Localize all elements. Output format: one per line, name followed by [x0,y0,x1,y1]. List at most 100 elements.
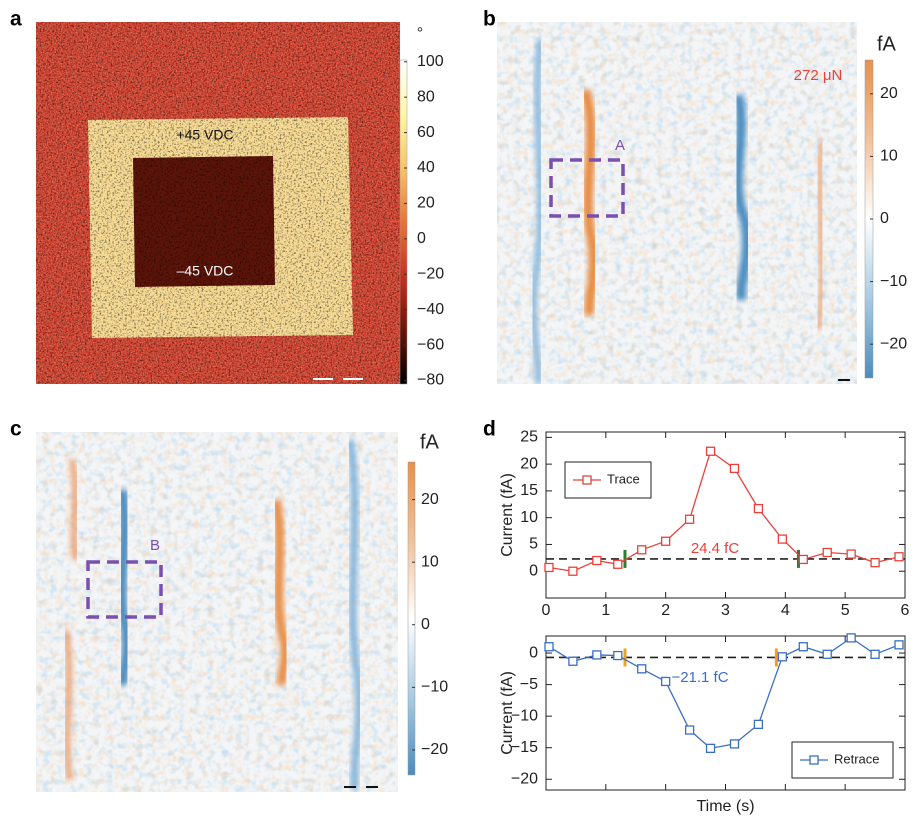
plot-frame [545,431,906,599]
annotation: 272 μN [794,67,843,84]
legend-label: Retrace [834,751,880,766]
data-point [637,664,647,674]
data-point [613,559,623,569]
colorbar-unit: fA [877,33,897,55]
colorbar-tick-label: 20 [421,491,439,508]
y-tick-label: 0 [529,562,538,579]
data-point [777,652,787,662]
y-tick-label: −20 [511,770,538,787]
data-point [894,640,904,650]
data-point [822,649,832,659]
region-label: A [615,137,625,154]
x-tick-label: 4 [781,602,790,619]
data-point [705,446,716,456]
y-tick-label: −15 [511,739,538,756]
colorbar-tick-label: 0 [880,210,889,227]
data-point [777,534,787,544]
legend-marker [582,475,592,485]
x-axis-title: Time (s) [696,798,754,815]
y-tick-label: 15 [520,482,538,499]
panel-label: c [10,418,22,441]
colorbar-tick-label: 20 [417,195,435,212]
colorbar-tick-label: −10 [421,679,448,696]
y-tick-label: 25 [520,429,538,446]
data-point [846,633,856,643]
x-tick-label: 2 [661,602,670,619]
annotation: 24.4 fC [691,540,740,557]
panel-label: b [483,8,496,31]
colorbar-tick-label: 0 [417,230,426,247]
data-point [753,719,764,730]
y-tick-label: 5 [529,536,538,553]
annotation: –45 VDC [177,263,234,279]
panel-label: d [483,418,496,441]
data-point [894,552,904,562]
colorbar-tick-label: −10 [880,273,907,290]
y-tick-label: 0 [529,644,538,661]
x-tick-label: 3 [721,602,730,619]
data-point [661,536,671,546]
series-line [548,450,900,572]
data-point [592,555,602,566]
x-tick-label: 1 [601,602,610,619]
x-tick-label: 0 [542,602,551,619]
current-map [497,22,857,384]
colorbar-tick-label: 10 [880,148,898,165]
colorbar-unit: fA [420,431,440,453]
colorbar-tick-label: 80 [417,88,435,105]
panel-label: a [10,8,22,31]
x-tick-label: 6 [901,602,910,619]
data-point [846,549,856,559]
data-point [729,463,740,474]
annotation: +45 VDC [176,127,233,143]
x-tick-label: 5 [841,602,850,619]
data-point [753,503,764,514]
current-map [36,432,398,792]
colorbar-tick-label: −80 [417,372,444,389]
data-point [822,547,832,558]
data-point [798,554,808,565]
colorbar-tick-label: −60 [417,336,444,353]
colorbar-tick-label: −20 [880,335,907,352]
y-tick-label: −5 [520,676,538,693]
y-axis-title: Current (fA) [499,473,516,557]
colorbar-tick-label: 40 [417,159,435,176]
data-point [544,642,554,652]
y-axis-title: Current (fA) [499,671,516,755]
data-point [637,545,647,555]
y-tick-label: −10 [511,707,538,724]
region-label: B [150,537,160,554]
legend-label: Trace [607,471,640,486]
afm-image [36,22,400,384]
colorbar-tick-label: −40 [417,301,444,318]
colorbar-tick-label: 10 [421,553,439,570]
colorbar-tick-label: 60 [417,124,435,141]
colorbar [399,59,408,385]
colorbar-tick-label: 0 [421,616,430,633]
y-tick-label: 20 [520,455,538,472]
data-point [870,558,880,568]
colorbar-tick-label: −20 [417,265,444,282]
colorbar-tick-label: −20 [421,741,448,758]
data-point [798,642,808,652]
legend-marker [809,755,819,765]
data-point [613,650,623,661]
data-point [684,514,695,524]
data-point [568,656,578,666]
colorbar-unit: ° [417,25,423,42]
data-point [870,649,880,659]
data-point [661,676,671,687]
data-point [592,650,602,660]
series-line [548,637,900,750]
colorbar [407,461,416,776]
data-point [705,743,716,753]
data-point [684,725,695,735]
data-point [729,739,740,749]
annotation: −21.1 fC [671,669,728,686]
colorbar-tick-label: 20 [880,85,898,102]
y-tick-label: 10 [520,509,538,526]
colorbar-tick-label: 100 [417,53,444,70]
data-point [544,562,554,573]
data-point [568,566,578,576]
